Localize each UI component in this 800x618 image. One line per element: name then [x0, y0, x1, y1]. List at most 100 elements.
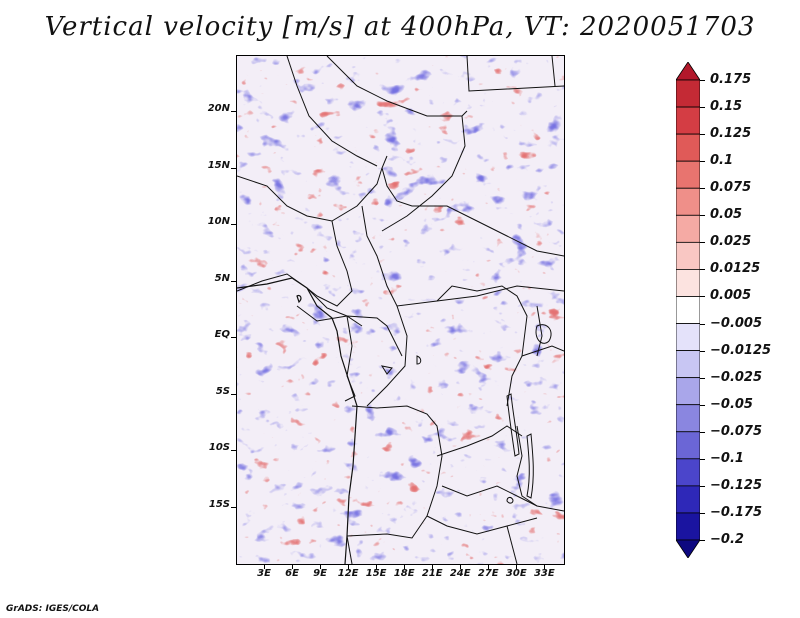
colorbar-label: −0.1	[710, 450, 744, 466]
colorbar-tick	[700, 107, 705, 109]
colorbar-label: −0.125	[710, 477, 763, 493]
colorbar-label: 0.15	[710, 99, 743, 115]
lat-tick-label: EQ	[214, 329, 230, 341]
coastline	[237, 277, 358, 564]
colorbar-tick	[700, 161, 705, 163]
lon-tick-mark	[460, 564, 462, 569]
lat-tick-mark	[231, 167, 236, 169]
lon-tick-mark	[292, 564, 294, 569]
colorbar-swatch	[676, 431, 700, 460]
colorbar-swatch	[676, 350, 700, 379]
lon-tick-mark	[320, 564, 322, 569]
colorbar-swatch	[676, 106, 700, 135]
colorbar	[676, 62, 700, 558]
colorbar-label: 0.005	[710, 288, 752, 304]
map-panel	[236, 55, 565, 565]
colorbar-swatch	[676, 160, 700, 189]
colorbar-swatch	[676, 377, 700, 406]
colorbar-tick	[700, 512, 705, 514]
lon-tick-mark	[516, 564, 518, 569]
colorbar-swatch	[676, 323, 700, 351]
colorbar-label: −0.005	[710, 315, 763, 331]
colorbar-tick	[700, 296, 705, 298]
colorbar-tick	[700, 134, 705, 136]
colorbar-tick	[700, 80, 705, 81]
lon-tick-mark	[544, 564, 546, 569]
velocity-field-map	[237, 56, 564, 564]
colorbar-swatch	[676, 512, 700, 541]
lat-tick-mark	[231, 111, 236, 113]
colorbar-label: 0.125	[710, 126, 752, 142]
velocity-shading	[237, 56, 564, 564]
colorbar-tick	[700, 269, 705, 271]
lakes	[380, 324, 552, 504]
colorbar-tick	[700, 323, 705, 325]
colorbar-label: 0.175	[710, 72, 752, 87]
lat-tick-mark	[231, 393, 236, 395]
colorbar-swatch	[676, 404, 700, 433]
lat-tick-label: 5S	[215, 385, 230, 397]
lat-tick-mark	[231, 337, 236, 339]
lon-tick-mark	[432, 564, 434, 569]
colorbar-tick	[700, 377, 705, 379]
colorbar-tick	[700, 458, 705, 460]
colorbar-swatch	[676, 485, 700, 514]
colorbar-label: −0.0125	[710, 342, 772, 358]
colorbar-tick	[700, 215, 705, 217]
credit-text: GrADS: IGES/COLA	[6, 604, 100, 614]
colorbar-label: −0.2	[710, 532, 744, 547]
lon-tick-label: 6E	[285, 568, 299, 579]
colorbar-swatch	[676, 79, 700, 108]
colorbar-swatch	[676, 214, 700, 243]
colorbar-label: −0.075	[710, 423, 763, 439]
colorbar-label: −0.025	[710, 369, 763, 385]
lat-tick-mark	[231, 280, 236, 282]
lat-tick-label: 20N	[207, 103, 230, 115]
colorbar-label: −0.175	[710, 504, 763, 520]
colorbar-label: −0.05	[710, 396, 753, 412]
lon-tick-label: 18E	[393, 568, 415, 579]
colorbar-tick	[700, 485, 705, 487]
colorbar-label: 0.0125	[710, 261, 761, 277]
lat-tick-label: 10S	[208, 442, 230, 454]
lon-tick-label: 9E	[313, 568, 327, 579]
lat-tick-label: 10N	[207, 216, 230, 228]
colorbar-label: 0.025	[710, 234, 752, 250]
lon-tick-mark	[404, 564, 406, 569]
colorbar-tick	[700, 404, 705, 406]
colorbar-tick	[700, 188, 705, 190]
lon-tick-mark	[348, 564, 350, 569]
lon-tick-label: 3E	[257, 568, 271, 579]
lat-tick-label: 15S	[208, 498, 230, 510]
lon-tick-mark	[488, 564, 490, 569]
lon-tick-label: 15E	[365, 568, 387, 579]
colorbar-swatch	[676, 539, 700, 558]
lat-tick-label: 5N	[214, 272, 230, 284]
colorbar-label: 0.075	[710, 180, 752, 196]
colorbar-swatch	[676, 241, 700, 270]
colorbar-tick	[700, 540, 705, 541]
lon-tick-label: 33E	[533, 568, 555, 579]
colorbar-tick	[700, 431, 705, 433]
colorbar-tick	[700, 350, 705, 352]
lat-tick-mark	[231, 450, 236, 452]
colorbar-swatch	[676, 296, 700, 324]
lon-tick-mark	[264, 564, 266, 569]
colorbar-swatch	[676, 269, 700, 297]
lat-tick-label: 15N	[207, 159, 230, 171]
lon-tick-label: 24E	[449, 568, 471, 579]
lon-tick-label: 27E	[477, 568, 499, 579]
colorbar-swatch	[676, 62, 700, 81]
lon-tick-label: 12E	[337, 568, 359, 579]
colorbar-swatch	[676, 133, 700, 162]
lon-tick-mark	[376, 564, 378, 569]
colorbar-label: 0.05	[710, 207, 743, 223]
country-borders	[237, 56, 564, 564]
lon-tick-label: 21E	[421, 568, 443, 579]
colorbar-swatch	[676, 187, 700, 216]
lat-tick-mark	[231, 224, 236, 226]
colorbar-tick	[700, 242, 705, 244]
lat-tick-mark	[231, 506, 236, 508]
plot-title: Vertical velocity [m/s] at 400hPa, VT: 2…	[44, 12, 756, 42]
colorbar-label: 0.1	[710, 153, 734, 169]
